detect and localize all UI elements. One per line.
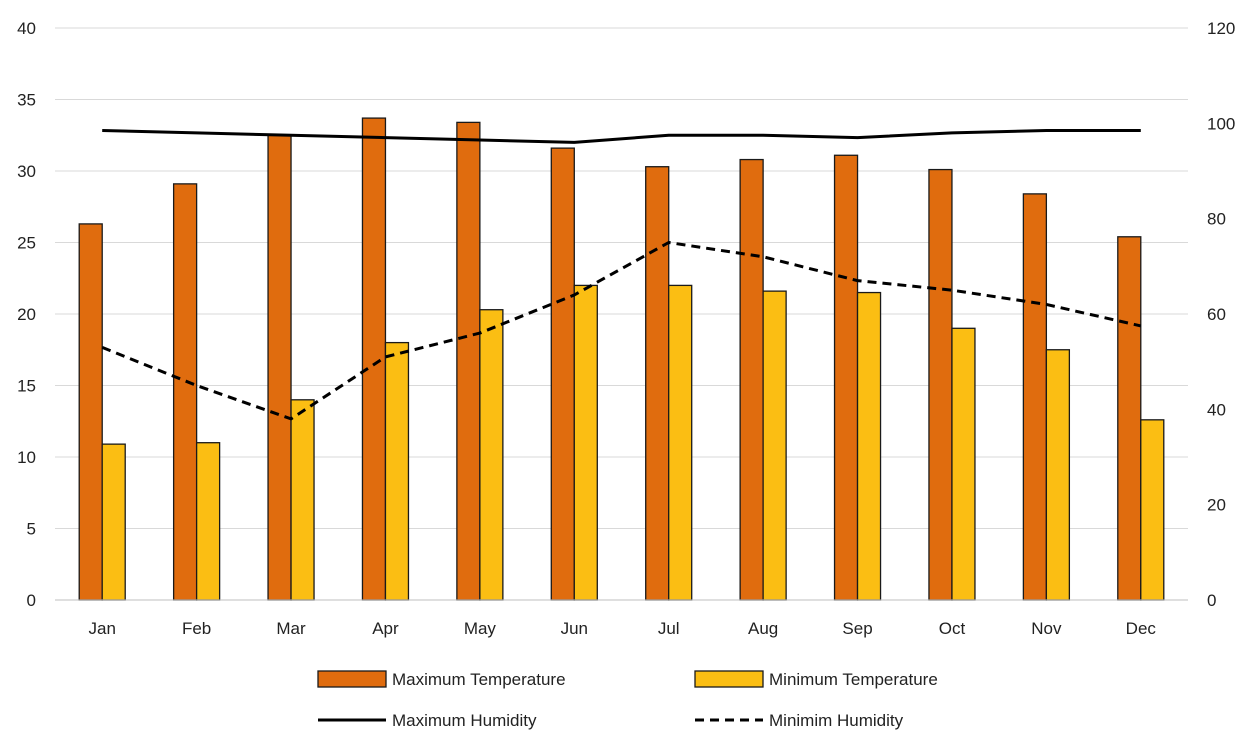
left-axis-tick-label: 40 bbox=[17, 19, 36, 38]
legend-label: Maximum Temperature bbox=[392, 670, 566, 689]
min-temp-bar bbox=[1140, 419, 1165, 601]
max-temp-bar bbox=[645, 166, 670, 601]
legend: Maximum Temperature Minimum Temperature Ma… bbox=[317, 670, 938, 730]
max-temp-bar bbox=[456, 121, 481, 601]
x-axis-tick-label: Mar bbox=[276, 619, 306, 638]
min-temp-bar bbox=[101, 443, 126, 601]
max-temp-bar bbox=[361, 117, 387, 601]
min-temp-bar bbox=[951, 327, 976, 601]
min-temp-bar bbox=[856, 291, 882, 601]
left-axis-tick-label: 10 bbox=[17, 448, 36, 467]
right-axis-tick-label: 0 bbox=[1207, 591, 1216, 610]
left-axis-ticks: 0 5 10 15 20 25 30 35 40 bbox=[17, 19, 36, 610]
min-temp-bar bbox=[290, 399, 315, 601]
right-axis-tick-label: 40 bbox=[1207, 400, 1226, 419]
max-temp-bar bbox=[78, 223, 103, 601]
min-temp-bar bbox=[479, 309, 504, 601]
legend-item: Minimim Humidity bbox=[695, 711, 904, 730]
gridlines bbox=[55, 27, 1188, 529]
left-axis-tick-label: 35 bbox=[17, 91, 36, 110]
min-temp-bar bbox=[195, 442, 221, 601]
x-axis-tick-label: Jan bbox=[88, 619, 115, 638]
min-humidity-line bbox=[101, 241, 1142, 421]
right-axis-ticks: 0 20 40 60 80 100 120 bbox=[1207, 19, 1235, 610]
legend-item: Maximum Humidity bbox=[318, 711, 537, 730]
x-axis-ticks: Jan Feb Mar Apr May Jun Jul Aug Sep Oct Nov Dec bbox=[88, 619, 1156, 638]
legend-item: Minimum Temperature bbox=[694, 670, 938, 689]
bars bbox=[78, 117, 1165, 601]
max-temp-bar bbox=[833, 154, 859, 601]
right-axis-tick-label: 60 bbox=[1207, 305, 1226, 324]
legend-swatch bbox=[694, 670, 764, 688]
x-axis-tick-label: Dec bbox=[1126, 619, 1157, 638]
max-temp-bar bbox=[172, 183, 198, 601]
min-temp-bar bbox=[384, 341, 410, 601]
left-axis-tick-label: 25 bbox=[17, 234, 36, 253]
x-axis-tick-label: Jul bbox=[658, 619, 680, 638]
right-axis-tick-label: 100 bbox=[1207, 114, 1235, 133]
right-axis-tick-label: 20 bbox=[1207, 496, 1226, 515]
legend-item: Maximum Temperature bbox=[317, 670, 566, 689]
x-axis-tick-label: Nov bbox=[1031, 619, 1062, 638]
x-axis-tick-label: May bbox=[464, 619, 497, 638]
legend-label: Maximum Humidity bbox=[392, 711, 537, 730]
left-axis-tick-label: 20 bbox=[17, 305, 36, 324]
max-humidity-line bbox=[102, 128, 1141, 144]
max-temp-bar bbox=[267, 134, 292, 601]
min-temp-bar bbox=[668, 284, 693, 601]
max-temp-bar bbox=[1117, 236, 1142, 601]
legend-swatch bbox=[317, 670, 387, 688]
x-axis-tick-label: Oct bbox=[939, 619, 966, 638]
legend-label: Minimim Humidity bbox=[769, 711, 904, 730]
x-axis-tick-label: Jun bbox=[561, 619, 588, 638]
max-temp-bar bbox=[1022, 193, 1048, 601]
legend-label: Minimum Temperature bbox=[769, 670, 938, 689]
x-axis-tick-label: Sep bbox=[842, 619, 872, 638]
left-axis-tick-label: 0 bbox=[27, 591, 36, 610]
left-axis-tick-label: 15 bbox=[17, 377, 36, 396]
x-axis-tick-label: Feb bbox=[182, 619, 211, 638]
left-axis-tick-label: 30 bbox=[17, 162, 36, 181]
min-temp-bar bbox=[1045, 349, 1071, 601]
max-temp-bar bbox=[550, 147, 575, 601]
humidity-lines bbox=[101, 128, 1142, 421]
min-temp-bar bbox=[573, 284, 598, 601]
max-temp-bar bbox=[739, 158, 764, 601]
left-axis-tick-label: 5 bbox=[27, 520, 36, 539]
x-axis-tick-label: Aug bbox=[748, 619, 778, 638]
x-axis-tick-label: Apr bbox=[372, 619, 399, 638]
right-axis-tick-label: 120 bbox=[1207, 19, 1235, 38]
min-temp-bar bbox=[762, 290, 787, 601]
max-temp-bar bbox=[928, 168, 953, 601]
right-axis-tick-label: 80 bbox=[1207, 210, 1226, 229]
